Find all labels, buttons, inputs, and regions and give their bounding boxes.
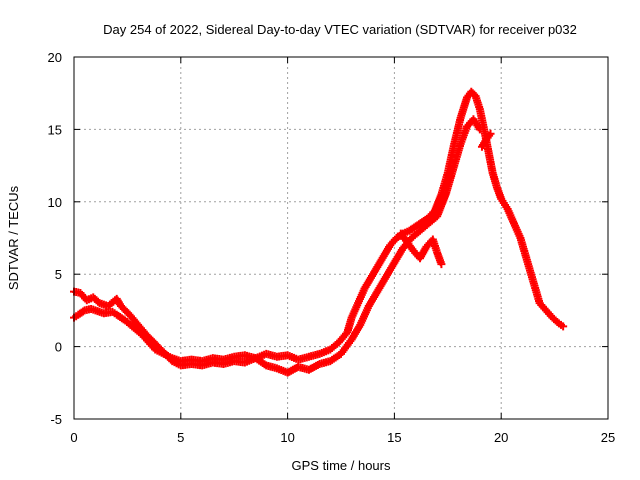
y-tick-label: 0: [55, 340, 62, 355]
axis-ticks: [73, 56, 609, 420]
y-axis-label: SDTVAR / TECUs: [6, 185, 21, 290]
x-tick-label: 20: [494, 430, 508, 445]
x-tick-label: 0: [70, 430, 77, 445]
x-tick-label: 25: [601, 430, 615, 445]
x-tick-label: 15: [387, 430, 401, 445]
chart-title: Day 254 of 2022, Sidereal Day-to-day VTE…: [103, 22, 577, 37]
data-point: [559, 322, 568, 331]
y-tick-label: 5: [55, 267, 62, 282]
data-point: [437, 260, 446, 269]
plot-frame: [73, 56, 609, 420]
series-4: [477, 129, 495, 151]
series-2: [70, 115, 484, 377]
x-axis-label: GPS time / hours: [292, 458, 391, 473]
series-3: [396, 229, 446, 269]
x-tick-label: 5: [177, 430, 184, 445]
y-tick-label: 20: [48, 50, 62, 65]
data-point: [486, 129, 495, 138]
tick-labels: 0 5 10 15 20 25 -5 0 5 10 15 20: [48, 50, 616, 445]
y-tick-label: 10: [48, 195, 62, 210]
y-tick-label: -5: [50, 412, 62, 427]
data-point-dense: [79, 307, 88, 316]
data-points: [70, 87, 568, 377]
grid-lines: [74, 57, 608, 419]
y-tick-label: 15: [48, 122, 62, 137]
data-point: [475, 125, 484, 134]
x-tick-label: 10: [280, 430, 294, 445]
